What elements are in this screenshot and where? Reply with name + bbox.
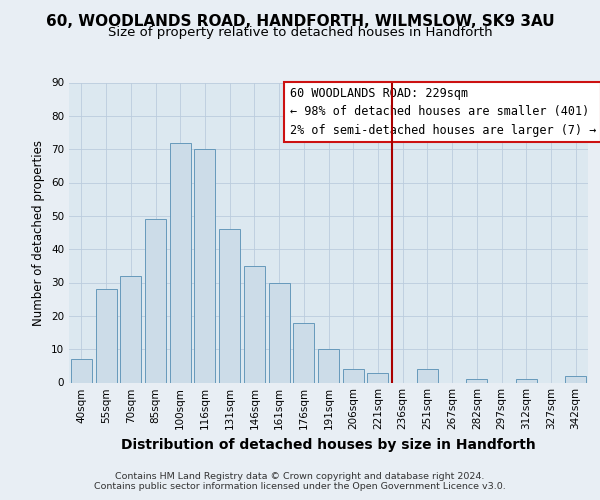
Bar bbox=[343, 369, 364, 382]
Bar bbox=[219, 229, 240, 382]
Bar bbox=[318, 349, 339, 382]
Text: Contains HM Land Registry data © Crown copyright and database right 2024.: Contains HM Land Registry data © Crown c… bbox=[115, 472, 485, 481]
Bar bbox=[120, 276, 141, 382]
Bar bbox=[417, 369, 438, 382]
Bar bbox=[516, 379, 537, 382]
Bar bbox=[95, 289, 116, 382]
Bar bbox=[367, 372, 388, 382]
Bar bbox=[565, 376, 586, 382]
Bar bbox=[269, 282, 290, 382]
Bar bbox=[293, 322, 314, 382]
Bar bbox=[466, 379, 487, 382]
Text: Contains public sector information licensed under the Open Government Licence v3: Contains public sector information licen… bbox=[94, 482, 506, 491]
X-axis label: Distribution of detached houses by size in Handforth: Distribution of detached houses by size … bbox=[121, 438, 536, 452]
Y-axis label: Number of detached properties: Number of detached properties bbox=[32, 140, 46, 326]
Bar bbox=[170, 142, 191, 382]
Bar bbox=[71, 359, 92, 382]
Bar bbox=[194, 149, 215, 382]
Text: 60 WOODLANDS ROAD: 229sqm
← 98% of detached houses are smaller (401)
2% of semi-: 60 WOODLANDS ROAD: 229sqm ← 98% of detac… bbox=[290, 87, 596, 137]
Text: 60, WOODLANDS ROAD, HANDFORTH, WILMSLOW, SK9 3AU: 60, WOODLANDS ROAD, HANDFORTH, WILMSLOW,… bbox=[46, 14, 554, 29]
Text: Size of property relative to detached houses in Handforth: Size of property relative to detached ho… bbox=[107, 26, 493, 39]
Bar bbox=[244, 266, 265, 382]
Bar bbox=[145, 219, 166, 382]
